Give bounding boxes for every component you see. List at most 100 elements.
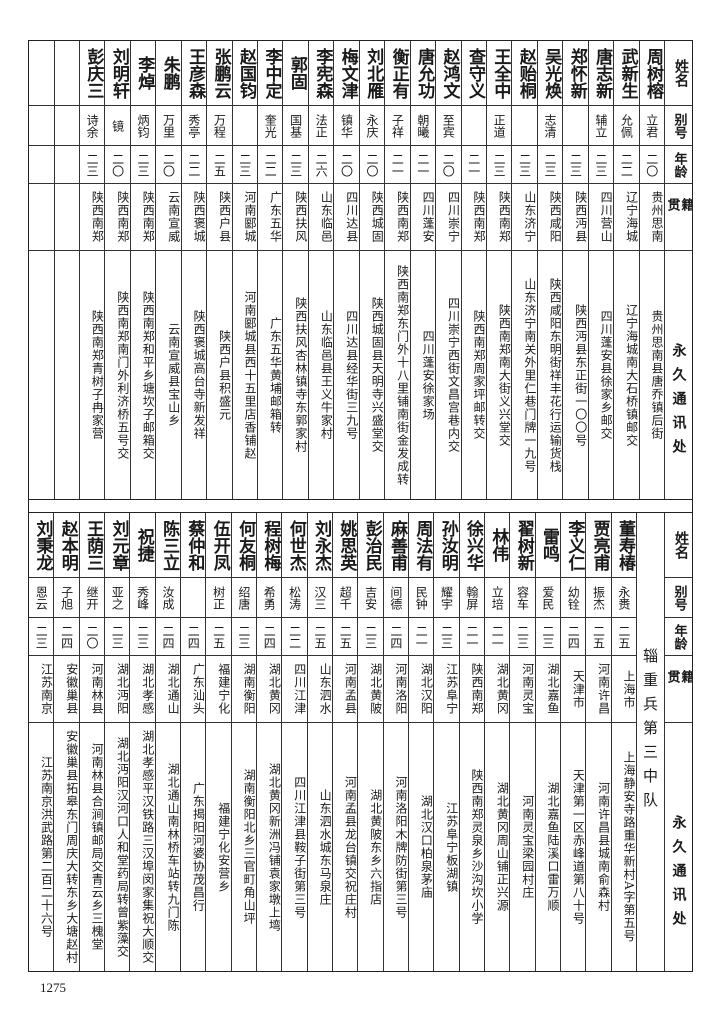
age-cell [54,146,79,184]
table-row: 何世杰 松涛 二二 四川江津 四川江津县鞍子街第三号 [281,513,307,971]
address-cell: 山东济宁南关外里仁巷门牌一九号 [522,277,537,473]
address-cell [55,251,79,499]
header-name-cell: 姓名 [665,513,692,578]
table-row: 衡正有 子祥 二一 陕西南郑 陕西南郑东门外十八里铺南街金发成转 [384,41,410,499]
alias-cell: 秀峰 [130,578,155,618]
name-cell: 王彦森 [181,41,207,106]
table-row: 李焯 炳钧 二三 陕西南郑 陕西南郑和平乡塘坎子邮箱交 [129,41,156,499]
name-cell: 赵鸿文 [436,41,461,106]
age-cell: 二四 [54,618,79,656]
empty-row [53,41,79,499]
table-row: 王彦森 秀亭 二二 陕西褒城 陕西褒城高台寺新发祥 [180,41,207,499]
age-cell: 二〇 [359,146,385,184]
name-cell: 程树梅 [257,513,282,578]
table-row: 彭治民 吉安 二三 湖北黄陂 湖北黄陂东乡六指店 [357,513,383,971]
alias-cell: 永庆 [359,106,385,146]
alias-cell [54,106,79,146]
age-cell: 二三 [130,146,156,184]
alias-cell: 立君 [639,106,664,146]
name-cell: 周树榕 [639,41,664,106]
table-row: 陈三立 汝成 二四 湖北通山 湖北通山南林桥车站转九门陈 [154,513,181,971]
origin-cell: 河南郾城 [232,184,257,251]
origin-cell: 陕西褒城 [181,184,207,251]
age-cell: 二〇 [639,146,664,184]
table-row: 赵鸿文 至宾 二〇 四川崇宁 四川崇宁西街文昌宫巷内交 [435,41,461,499]
alias-cell: 辅立 [588,106,614,146]
name-cell [54,41,79,106]
address-cell: 安徽巢县拓皋东门周庆大转东乡大塘赵村 [64,730,79,964]
age-cell: 二二 [258,146,283,184]
alias-cell: 希勇 [257,578,282,618]
age-cell: 二三 [588,146,614,184]
header-origin-cell: 籍贯 [665,656,692,723]
table-row: 孙汝明 耀宇 二三 江苏阜宁 江苏阜宁板湖镇 [433,513,459,971]
name-cell: 张鹏云 [207,41,232,106]
origin-cell: 四川崇宁 [436,184,461,251]
address-cell: 陕西南郑青树子冉家营 [90,310,105,440]
name-cell: 林伟 [485,513,510,578]
address-cell: 陕西南郑和平乡塘坎子邮箱交 [141,290,156,460]
name-cell: 彭治民 [358,513,383,578]
alias-cell: 至宾 [436,106,461,146]
origin-cell: 陕西南郑 [461,184,486,251]
name-cell: 查守义 [461,41,486,106]
name-cell: 衡正有 [385,41,410,106]
address-cell: 辽宁海城南大石桥镇邮交 [624,303,639,447]
address-cell: 贵州思南县唐乔镇后街 [650,310,664,440]
age-cell: 二五 [206,618,231,656]
table-row: 麻善甫 间德 二四 河南洛阳 河南洛阳木牌防街第三号 [382,513,409,971]
address-cell: 陕西南郑南门外利济桥五号交 [115,290,130,460]
origin-cell: 湖北黄冈 [257,656,282,723]
origin-cell: 陕西南郑 [79,184,105,251]
origin-cell: 江苏南京 [29,656,54,723]
table-row: 李宪森 法正 二六 山东临邑 山东临邑县王义牛家村 [307,41,334,499]
alias-cell: 立培 [485,578,510,618]
address-cell: 广东揭阳河婆协茂昌行 [191,782,206,912]
address-cell: 湖北黄冈周山铺正兴源 [495,782,510,912]
header-age-cell: 年龄 [665,618,692,656]
alias-cell: 永赉 [611,578,636,618]
table-row: 吴光焕 志清 二三 陕西咸阳 陕西咸阳东明街祥丰花行运输货栈 [536,41,563,499]
unit-label-column: 辎重兵第三中队 [636,513,664,971]
header-name-cell: 姓名 [665,41,692,106]
name-cell: 彭庆三 [79,41,105,106]
age-cell: 二〇 [436,146,461,184]
table-row: 雷鸣 爱民 二三 湖北嘉鱼 湖北嘉鱼陆溪口雷万顺 [534,513,561,971]
origin-cell [29,184,54,251]
header-alias-cell: 别号 [665,578,692,618]
address-cell: 福建宁化安营乡 [216,801,231,893]
alias-cell: 继开 [79,578,105,618]
address-cell: 山东泗水城东马泉庄 [318,788,333,906]
unit-label: 辎重兵第三中队 [641,648,659,816]
origin-cell: 陕西南郑 [105,184,130,251]
name-cell: 姚思英 [333,513,358,578]
name-cell: 孙汝明 [434,513,459,578]
age-cell: 二五 [586,618,611,656]
age-cell: 二一 [410,146,436,184]
address-cell: 江苏南京洪武路第二百二十六号 [39,756,54,938]
origin-cell: 陕西户县 [207,184,232,251]
address-cell: 湖北孝感平汉铁路三汉埠闵家集祝大顺交 [140,730,155,964]
table-row: 祝捷 秀峰 二三 湖北孝感 湖北孝感平汉铁路三汉埠闵家集祝大顺交 [129,513,155,971]
alias-cell: 松涛 [282,578,307,618]
age-cell: 二五 [207,146,232,184]
address-cell: 湖北汉口柏泉茅庙 [419,795,434,899]
table-row: 梅文津 镇华 二〇 四川达县 四川达县经华街三九号 [333,41,359,499]
address-cell: 四川蓬安徐家场 [421,329,436,421]
origin-cell: 贵州思南 [639,184,664,251]
name-cell: 李焯 [130,41,156,106]
alias-cell: 子祥 [385,106,410,146]
table-row: 刘永杰 汉三 二五 山东泗水 山东泗水城东马泉庄 [306,513,333,971]
header-address-cell: 永久通讯处 [670,815,687,935]
origin-cell: 上海市 [611,656,636,723]
name-cell: 周法有 [409,513,434,578]
age-cell: 二三 [283,146,308,184]
table-gap [28,498,693,514]
alias-cell: 容车 [510,578,535,618]
name-cell: 蔡仲和 [181,513,206,578]
age-cell: 二三 [231,618,257,656]
table-row: 李义仁 幼铨 二四 天津市 天津第一区赤峰道第八十号 [560,513,586,971]
origin-cell: 陕西南郑 [459,656,485,723]
name-cell: 祝捷 [130,513,155,578]
age-cell: 二〇 [79,618,105,656]
